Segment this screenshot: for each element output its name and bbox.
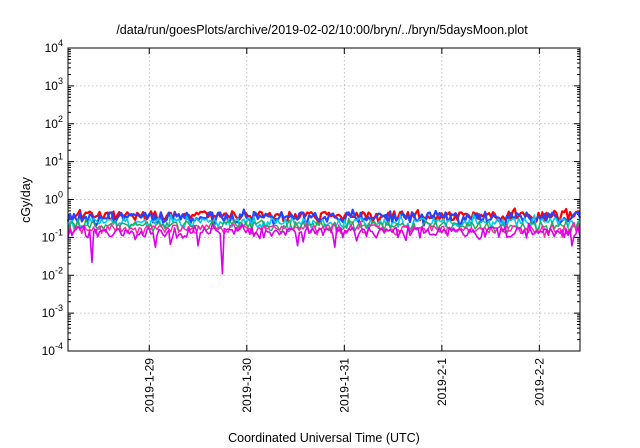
chart-title: /data/run/goesPlots/archive/2019-02-02/1… (116, 23, 528, 37)
series-line-3 (67, 213, 581, 233)
grid-lines (68, 48, 580, 351)
x-tick-label: 2019-1-31 (337, 358, 351, 413)
series-line-6 (67, 222, 581, 275)
data-series (66, 207, 582, 275)
x-tick-label: 2019-2-2 (532, 358, 546, 406)
y-tick-label: 101 (45, 152, 63, 169)
y-tick-label: 103 (45, 76, 63, 93)
series-line-1 (67, 207, 581, 226)
x-tick-label: 2019-1-30 (240, 358, 254, 413)
x-tick-label: 2019-1-29 (142, 358, 156, 413)
y-tick-label: 100 (45, 190, 63, 207)
series-line-4 (67, 217, 581, 235)
x-tick-label: 2019-2-1 (435, 358, 449, 406)
y-tick-label: 10-1 (42, 227, 63, 244)
y-tick-label: 10-2 (42, 265, 63, 282)
x-axis-label: Coordinated Universal Time (UTC) (228, 431, 420, 445)
y-tick-label: 102 (45, 114, 63, 131)
y-tick-label: 10-3 (42, 303, 63, 320)
series-line-5 (67, 220, 581, 238)
y-axis: 10-4 10-3 10-2 10-1 100 101 102 103 104 (42, 38, 580, 358)
y-axis-label: cGy/day (19, 176, 33, 223)
y-tick-label: 104 (45, 38, 63, 55)
y-tick-label: 10-4 (42, 341, 63, 358)
x-axis: 2019-1-29 2019-1-30 2019-1-31 2019-2-1 2019-… (142, 48, 546, 413)
plot-frame (67, 47, 581, 352)
